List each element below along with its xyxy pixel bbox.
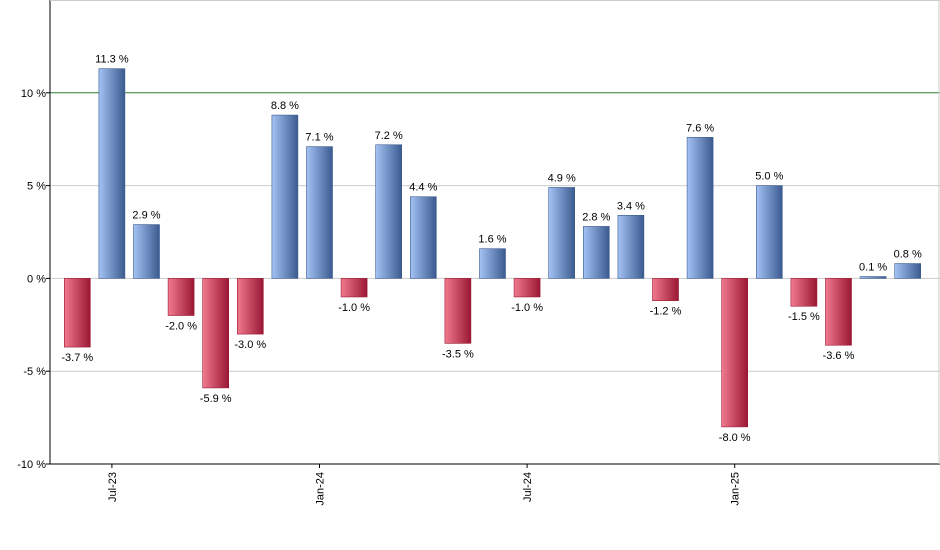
data-label: 1.6 % <box>478 234 506 246</box>
data-label: -8.0 % <box>719 432 751 444</box>
bar <box>721 278 749 428</box>
bar <box>548 187 576 279</box>
bar <box>479 248 506 279</box>
data-label: 2.9 % <box>132 210 160 222</box>
data-label: -3.0 % <box>234 339 266 351</box>
bar <box>617 214 645 279</box>
data-label: -1.0 % <box>511 302 543 314</box>
bar <box>825 278 852 346</box>
bar <box>755 185 783 279</box>
data-label: -1.0 % <box>338 302 370 314</box>
bar <box>271 114 299 279</box>
data-label: 5.0 % <box>755 171 783 183</box>
axes: 10 % 5 % 0 % -5 % -10 % Jul-23 Jan-24 Jul-24 Jan… <box>17 0 940 506</box>
bar <box>202 278 229 389</box>
data-label: 8.8 % <box>271 100 299 112</box>
data-labels: -3.7 % 11.3 % 2.9 % -2.0 % -5.9 % -3.0 % 8.8 %… <box>61 54 922 444</box>
bar <box>686 137 714 279</box>
bar <box>409 196 437 279</box>
bar <box>98 68 126 279</box>
bar <box>167 278 195 316</box>
bar <box>859 276 887 279</box>
bar <box>582 226 610 279</box>
bar <box>64 278 91 348</box>
x-tick-label: Jul-24 <box>522 472 534 502</box>
bar <box>790 278 818 307</box>
y-tick-label: 5 % <box>27 181 46 193</box>
data-label: 4.4 % <box>409 182 437 194</box>
x-tick-label: Jan-24 <box>315 472 327 506</box>
bars <box>64 68 922 428</box>
bar <box>237 278 264 335</box>
bar <box>375 144 403 279</box>
y-tick-label: 10 % <box>21 88 46 100</box>
y-tick-label: -5 % <box>23 366 46 378</box>
bar <box>444 278 472 344</box>
data-label: -2.0 % <box>165 321 197 333</box>
data-label: -1.5 % <box>788 311 820 323</box>
y-tick-label: 0 % <box>27 273 46 285</box>
data-label: 7.1 % <box>305 132 333 144</box>
bar <box>894 263 922 279</box>
data-label: -3.5 % <box>442 348 474 360</box>
x-tick-label: Jul-23 <box>107 472 119 502</box>
data-label: -3.7 % <box>61 352 93 364</box>
data-label: -1.2 % <box>650 306 682 318</box>
data-label: 0.1 % <box>859 262 887 274</box>
data-label: 2.8 % <box>582 211 610 223</box>
y-tick-label: -10 % <box>17 459 46 471</box>
data-label: -3.6 % <box>823 350 855 362</box>
data-label: 7.6 % <box>686 122 714 134</box>
data-label: 7.2 % <box>375 130 403 142</box>
x-tick-label: Jan-25 <box>730 472 742 506</box>
bar <box>340 278 368 298</box>
data-label: 11.3 % <box>95 54 129 66</box>
bar <box>133 224 160 279</box>
data-label: 0.8 % <box>894 249 922 261</box>
data-label: 3.4 % <box>617 200 645 212</box>
data-label: 4.9 % <box>548 172 576 184</box>
bar <box>513 278 541 298</box>
bar <box>652 278 679 301</box>
bar <box>306 146 333 279</box>
data-label: -5.9 % <box>200 393 232 405</box>
